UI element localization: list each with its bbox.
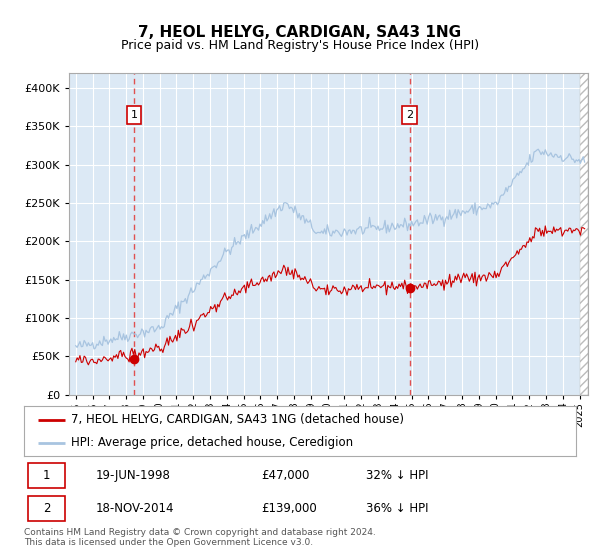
- Text: 18-NOV-2014: 18-NOV-2014: [96, 502, 174, 515]
- Text: 32% ↓ HPI: 32% ↓ HPI: [366, 469, 429, 482]
- Text: 7, HEOL HELYG, CARDIGAN, SA43 1NG (detached house): 7, HEOL HELYG, CARDIGAN, SA43 1NG (detac…: [71, 413, 404, 426]
- FancyBboxPatch shape: [28, 463, 65, 488]
- FancyBboxPatch shape: [28, 496, 65, 521]
- Text: 7, HEOL HELYG, CARDIGAN, SA43 1NG: 7, HEOL HELYG, CARDIGAN, SA43 1NG: [139, 25, 461, 40]
- Text: 19-JUN-1998: 19-JUN-1998: [96, 469, 170, 482]
- Text: £47,000: £47,000: [262, 469, 310, 482]
- Text: £139,000: £139,000: [262, 502, 317, 515]
- Text: Contains HM Land Registry data © Crown copyright and database right 2024.
This d: Contains HM Land Registry data © Crown c…: [24, 528, 376, 548]
- Text: 2: 2: [43, 502, 50, 515]
- Text: 2: 2: [406, 110, 413, 120]
- Text: 1: 1: [131, 110, 137, 120]
- Text: HPI: Average price, detached house, Ceredigion: HPI: Average price, detached house, Cere…: [71, 436, 353, 449]
- Text: 36% ↓ HPI: 36% ↓ HPI: [366, 502, 429, 515]
- Text: Price paid vs. HM Land Registry's House Price Index (HPI): Price paid vs. HM Land Registry's House …: [121, 39, 479, 52]
- Text: 1: 1: [43, 469, 50, 482]
